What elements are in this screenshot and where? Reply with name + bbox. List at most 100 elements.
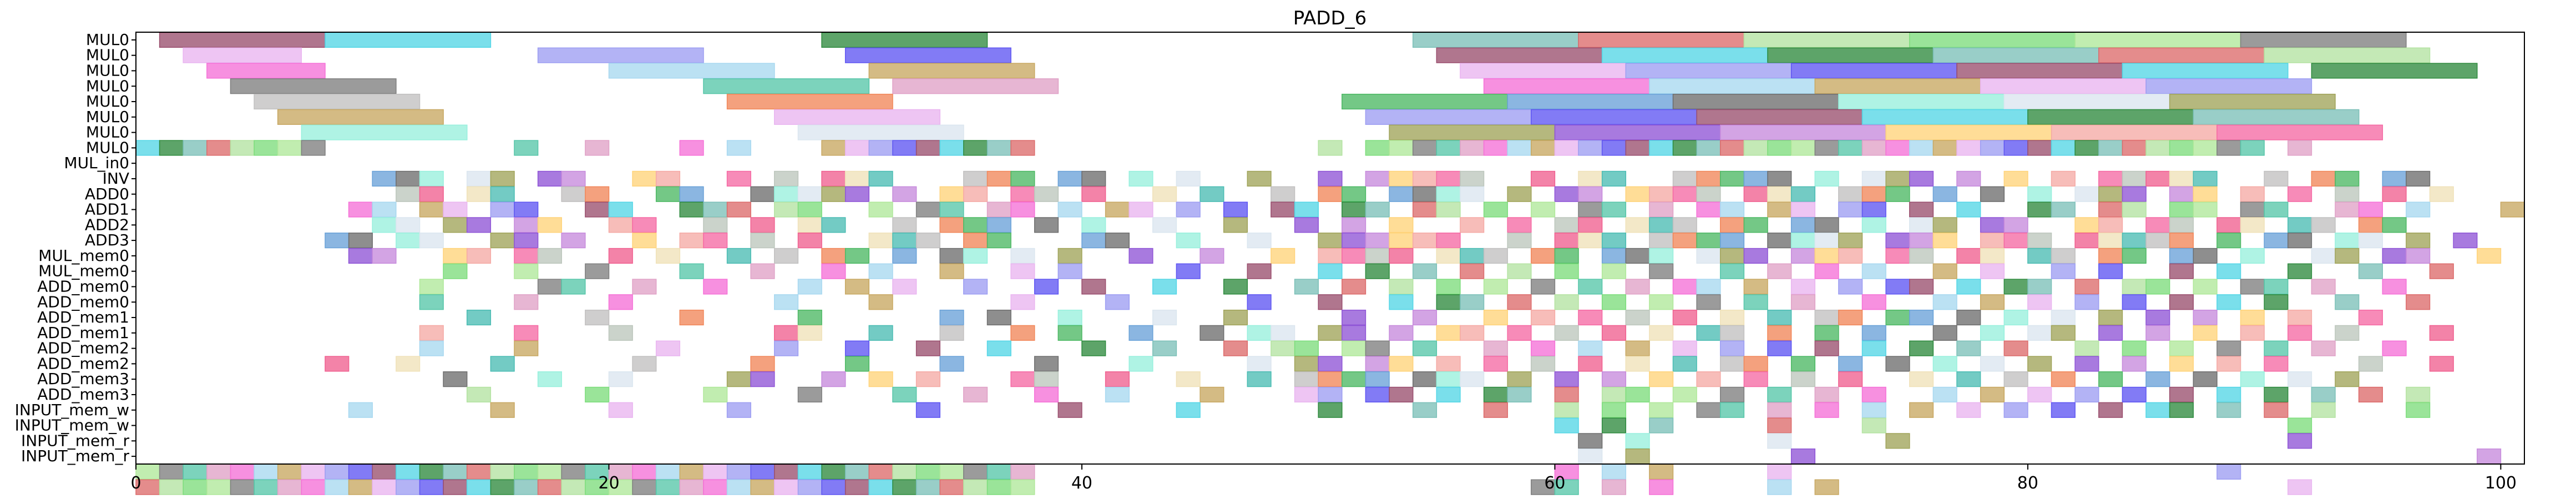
task-bar [986,309,1011,326]
task-bar [1318,386,1343,403]
task-bar [1176,371,1201,387]
task-bar [1081,170,1106,187]
task-bar [1601,463,1627,480]
task-bar [844,248,870,264]
task-bar [2098,170,2123,187]
task-bar [325,32,492,48]
task-bar [2169,170,2194,187]
task-bar [1318,402,1343,418]
task-bar [206,479,231,495]
task-bar [2406,402,2431,418]
task-bar [159,463,184,480]
task-bar [797,309,822,326]
task-bar [2098,325,2123,341]
y-tick-label: ADD3 [85,231,129,249]
task-bar [1649,201,1674,218]
task-bar [183,47,302,63]
task-bar [1247,233,1272,249]
task-bar [797,479,822,495]
task-bar [561,233,586,249]
task-bar [1743,170,1768,187]
task-bar [1057,248,1082,264]
task-bar [2500,201,2525,218]
task-bar [1672,140,1697,156]
task-bar [1247,294,1272,310]
task-bar [2358,309,2383,326]
task-bar [2003,279,2028,295]
task-bar [1271,340,1295,356]
task-bar [1743,140,1768,156]
y-tick-label: MUL0 [86,108,129,126]
task-bar [2027,248,2052,264]
task-bar [2240,140,2265,156]
task-bar [230,479,255,495]
task-bar [490,356,515,372]
task-bar [679,263,704,279]
task-bar [1767,170,1792,187]
task-bar [1436,140,1461,156]
task-bar [1909,309,1934,326]
task-bar [1696,402,1721,418]
task-bar [986,170,1011,187]
task-bar [1389,386,1414,403]
task-bar [1743,217,1768,233]
task-bar [2264,356,2289,372]
y-tick-label: INPUT_mem_w [15,401,129,419]
task-bar [1436,201,1461,218]
task-bar [1649,78,1816,94]
task-bar [2098,233,2123,249]
task-bar [2193,371,2218,387]
task-bar [1389,279,1414,295]
task-bar [1720,124,1886,140]
task-bar [986,217,1011,233]
task-bar [1743,32,1910,48]
task-bar [2216,294,2241,310]
task-bar [632,463,657,480]
task-bar [1720,356,1745,372]
task-bar [1625,340,1650,356]
task-bar [2169,201,2194,218]
task-bar [608,479,633,495]
task-bar [821,186,846,202]
task-bar [1838,233,1863,249]
task-bar [915,371,940,387]
task-bar [2145,170,2170,187]
task-bar [1814,170,1839,187]
task-bar [2335,170,2360,187]
task-bar [963,217,988,233]
task-bar [1010,170,1035,187]
task-bar [2193,309,2218,326]
task-bar [1342,217,1367,233]
task-bar [939,479,964,495]
task-bar [1507,217,1532,233]
task-bar [1909,32,2076,48]
task-bar [2264,294,2289,310]
task-bar [1909,371,1934,387]
task-bar [1767,417,1792,434]
task-bar [1649,402,1674,418]
task-bar [514,263,539,279]
task-bar [2074,233,2099,249]
task-bar [1578,340,1603,356]
task-bar [2003,217,2028,233]
task-bar [892,479,917,495]
task-bar [1010,186,1035,202]
task-bar [2122,294,2147,310]
task-bar [1814,248,1839,264]
task-bar [2003,309,2028,326]
task-bar [419,279,444,295]
task-bar [1720,386,1745,403]
task-bar [372,201,397,218]
task-bar [1081,279,1106,295]
task-bar [1105,233,1130,249]
task-bar [1814,217,1839,233]
task-bar [939,309,964,326]
task-bar [844,340,870,356]
task-bar [159,479,184,495]
task-bar [939,248,964,264]
task-bar [1790,448,1816,465]
task-bar [2074,140,2099,156]
task-bar [1507,263,1532,279]
task-bar [2098,140,2123,156]
task-bar [1318,170,1343,187]
